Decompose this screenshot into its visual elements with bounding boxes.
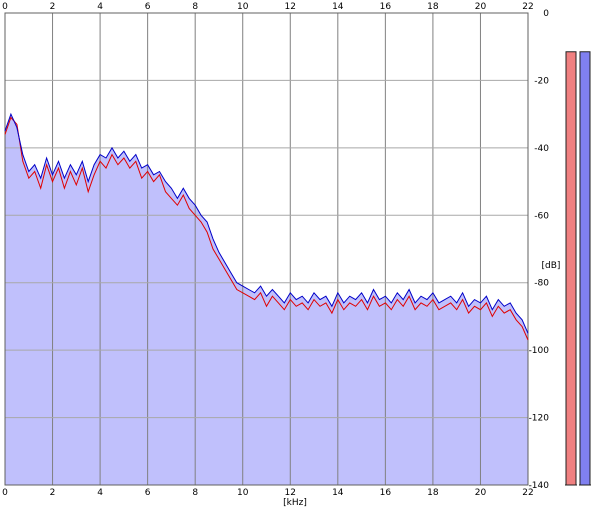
y-tick-label: -80 — [534, 279, 549, 289]
x-tick-label-bottom: 0 — [2, 488, 8, 498]
x-tick-label-bottom: 10 — [237, 488, 249, 498]
x-tick-label-bottom: 8 — [192, 488, 198, 498]
plot-frame — [4, 12, 529, 486]
x-tick-label-top: 22 — [522, 2, 533, 12]
x-tick-label-top: 16 — [380, 2, 392, 12]
y-tick-label: 0 — [543, 9, 549, 19]
y-tick-label: -140 — [529, 481, 550, 491]
x-tick-label-top: 0 — [2, 2, 8, 12]
y-axis-label: [dB] — [542, 261, 561, 271]
level-meter-bar — [565, 51, 577, 486]
x-tick-label-bottom: 2 — [50, 488, 56, 498]
y-tick-label: -40 — [534, 144, 549, 154]
x-tick-labels-top: 0 2 4 6 8 10 12 14 16 18 20 22 — [2, 2, 534, 12]
series-blue-line — [4, 112, 529, 334]
x-tick-label-bottom: 14 — [332, 488, 344, 498]
x-tick-label-top: 18 — [427, 2, 439, 12]
x-tick-label-top: 2 — [50, 2, 56, 12]
y-tick-label: -100 — [529, 346, 550, 356]
grid-lines — [4, 12, 529, 486]
y-tick-label: -20 — [534, 76, 549, 86]
x-tick-label-top: 6 — [145, 2, 151, 12]
x-tick-labels-bottom: 0 2 4 6 8 10 12 14 16 18 20 22 — [2, 488, 534, 498]
level-meter-bar — [579, 51, 591, 486]
x-tick-label-top: 8 — [192, 2, 198, 12]
spectrum-area-fill — [5, 114, 528, 485]
x-tick-label-bottom: 20 — [475, 488, 487, 498]
x-tick-label-bottom: 6 — [145, 488, 151, 498]
x-tick-label-top: 12 — [285, 2, 296, 12]
x-tick-label-bottom: 16 — [380, 488, 392, 498]
x-tick-label-bottom: 4 — [97, 488, 103, 498]
y-tick-labels: 0 -20 -40 -60 -80 -100 -120 -140 — [529, 9, 550, 491]
level-meters — [565, 51, 591, 486]
x-tick-label-top: 14 — [332, 2, 344, 12]
series-red-line — [4, 116, 529, 341]
x-tick-label-top: 10 — [237, 2, 249, 12]
x-tick-label-bottom: 12 — [285, 488, 296, 498]
x-tick-label-bottom: 18 — [427, 488, 439, 498]
x-tick-label-top: 20 — [475, 2, 487, 12]
y-tick-label: -60 — [534, 211, 549, 221]
y-tick-label: -120 — [529, 414, 550, 424]
x-axis-label: [kHz] — [283, 498, 307, 508]
x-tick-label-bottom: 22 — [522, 488, 533, 498]
x-tick-label-top: 4 — [97, 2, 103, 12]
